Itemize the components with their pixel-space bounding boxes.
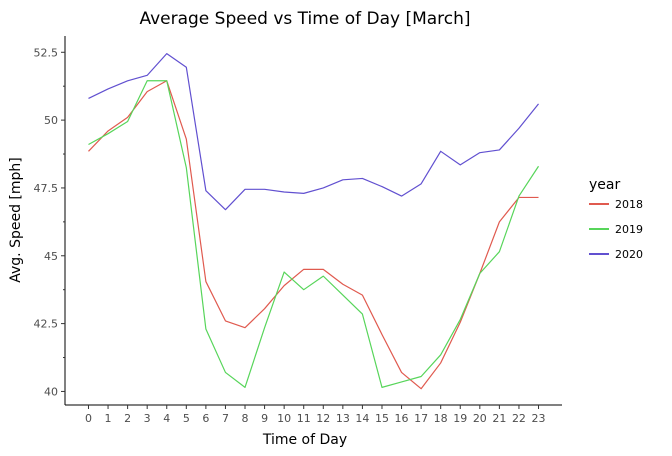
y-axis-ticks: 40 42.5 45 47.5 50 52.5 bbox=[34, 46, 65, 398]
legend: year 2018 2019 2020 bbox=[589, 177, 643, 261]
x-tick-label: 18 bbox=[434, 412, 448, 425]
x-tick-label: 0 bbox=[85, 412, 92, 425]
x-tick-label: 12 bbox=[316, 412, 330, 425]
x-tick-label: 15 bbox=[375, 412, 389, 425]
y-tick-label: 45 bbox=[44, 250, 58, 263]
legend-label-2019: 2019 bbox=[615, 223, 643, 236]
chart-title: Average Speed vs Time of Day [March] bbox=[139, 9, 470, 29]
legend-items: 2018 2019 2020 bbox=[589, 198, 643, 261]
series-line-2019 bbox=[88, 80, 540, 388]
x-tick-label: 20 bbox=[473, 412, 487, 425]
y-tick-label: 40 bbox=[44, 385, 58, 398]
x-tick-label: 4 bbox=[163, 412, 170, 425]
x-axis-title: Time of Day bbox=[262, 432, 347, 448]
x-tick-label: 10 bbox=[277, 412, 291, 425]
x-axis-ticks: 0 1 2 3 4 5 6 7 8 9 10 11 12 13 14 15 16 17 18 19 20 21 22 23 bbox=[85, 405, 546, 425]
x-tick-label: 3 bbox=[144, 412, 151, 425]
x-tick-label: 17 bbox=[414, 412, 428, 425]
x-tick-label: 13 bbox=[336, 412, 350, 425]
y-tick-label: 47.5 bbox=[34, 182, 59, 195]
x-tick-label: 2 bbox=[124, 412, 131, 425]
x-tick-label: 11 bbox=[297, 412, 311, 425]
x-tick-label: 16 bbox=[395, 412, 409, 425]
legend-title: year bbox=[589, 177, 620, 193]
x-tick-label: 14 bbox=[355, 412, 369, 425]
x-tick-label: 5 bbox=[183, 412, 190, 425]
x-tick-label: 19 bbox=[453, 412, 467, 425]
y-tick-label: 42.5 bbox=[34, 318, 59, 331]
legend-label-2018: 2018 bbox=[615, 198, 643, 211]
y-tick-label: 52.5 bbox=[34, 46, 59, 59]
axes bbox=[64, 36, 562, 406]
x-tick-label: 1 bbox=[105, 412, 112, 425]
x-tick-label: 7 bbox=[222, 412, 229, 425]
series-line-2018 bbox=[88, 80, 539, 390]
x-tick-label: 9 bbox=[261, 412, 268, 425]
legend-label-2020: 2020 bbox=[615, 248, 643, 261]
x-tick-label: 8 bbox=[242, 412, 249, 425]
x-tick-label: 21 bbox=[492, 412, 506, 425]
x-tick-label: 22 bbox=[512, 412, 526, 425]
series-line-2020 bbox=[88, 53, 539, 211]
y-axis-title: Avg. Speed [mph] bbox=[8, 157, 24, 283]
y-tick-label: 50 bbox=[44, 114, 58, 127]
series-lines bbox=[88, 53, 540, 390]
x-tick-label: 6 bbox=[202, 412, 209, 425]
x-tick-label: 23 bbox=[532, 412, 546, 425]
